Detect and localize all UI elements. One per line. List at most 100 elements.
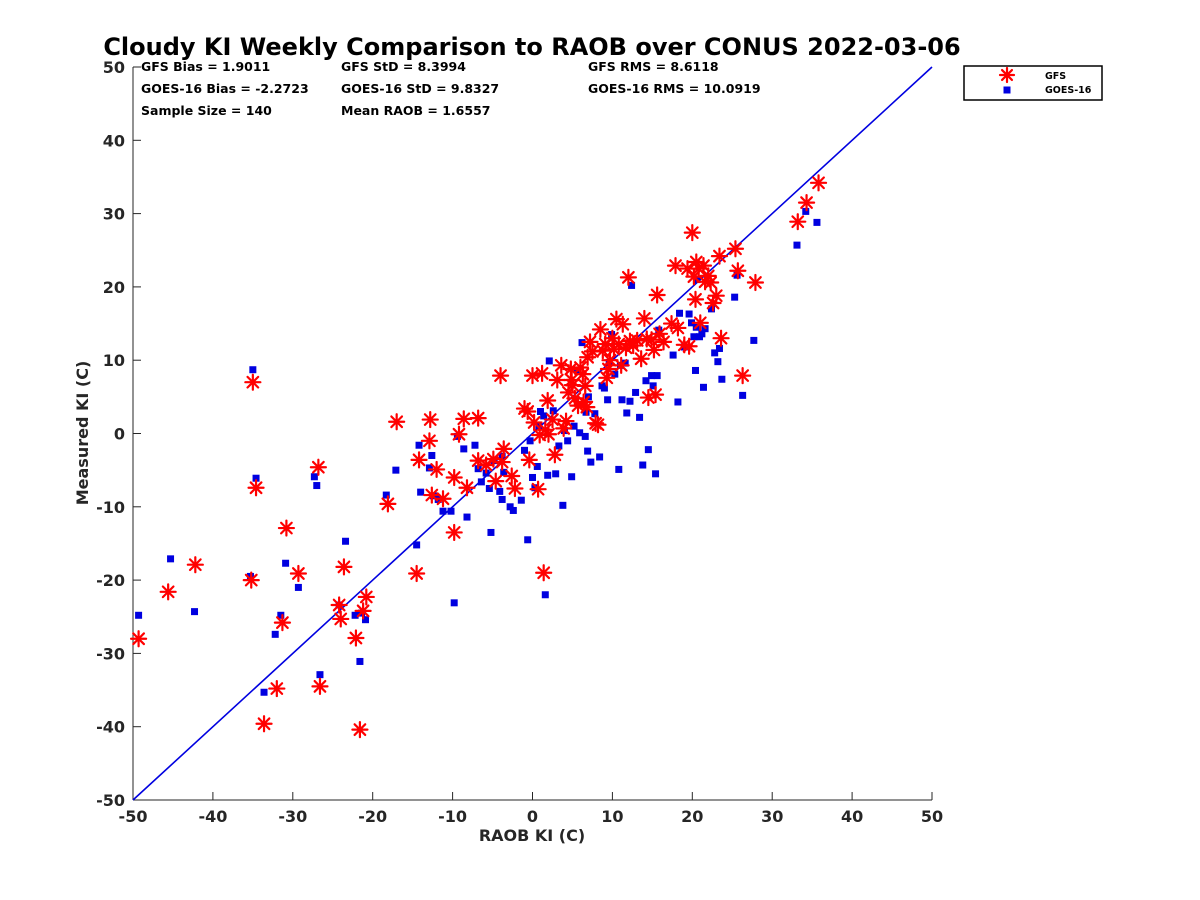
goes-16-point — [439, 507, 447, 515]
goes-16-point — [529, 473, 536, 481]
gfs-point — [351, 721, 369, 739]
goes-16-point — [471, 441, 479, 449]
goes-16-point — [626, 397, 634, 405]
goes-16-point — [669, 351, 677, 359]
gfs-point — [330, 596, 348, 614]
y-tick-label: 0 — [114, 425, 125, 444]
gfs-point — [746, 273, 765, 292]
y-tick-label: -40 — [96, 718, 125, 737]
gfs-point — [458, 479, 476, 497]
gfs-point — [410, 451, 428, 469]
goes-16-point — [676, 309, 684, 317]
goes-16-point — [282, 559, 290, 567]
gfs-point — [726, 240, 745, 258]
gfs-point — [247, 479, 265, 497]
x-tick-label: 30 — [761, 807, 783, 826]
gfs-point — [347, 629, 365, 647]
goes-16-point — [477, 478, 485, 486]
goes-16-point — [487, 528, 495, 536]
y-tick-label: -10 — [96, 498, 125, 517]
gfs-point — [357, 588, 375, 606]
gfs-point — [789, 213, 807, 231]
goes-16-point — [460, 445, 468, 453]
legend-goes-16-label: GOES-16 — [1045, 85, 1092, 96]
gfs-point — [159, 583, 177, 601]
gfs-point — [589, 416, 607, 434]
stat-goes-std: GOES-16 StD = 9.8327 — [341, 81, 499, 96]
goes-16-point — [699, 383, 707, 391]
goes-16-point — [731, 293, 739, 301]
gfs-point — [186, 556, 204, 574]
stats-block: GFS Bias = 1.9011 GFS StD = 8.3994 GFS R… — [141, 59, 761, 118]
goes-16-point — [711, 349, 719, 357]
gfs-point — [666, 257, 685, 275]
gfs-point — [546, 446, 564, 464]
goes-16-point — [425, 464, 433, 472]
gfs-point — [591, 320, 610, 339]
gfs-point — [598, 369, 616, 387]
gfs-point — [445, 523, 463, 542]
goes-16-point — [545, 357, 553, 365]
gfs-point — [574, 365, 592, 383]
goes-16-point — [249, 366, 257, 374]
gfs-point — [487, 472, 505, 490]
goes-16-point — [428, 451, 436, 459]
gfs-point — [691, 314, 709, 332]
goes-16-point — [750, 336, 758, 344]
goes-16-point — [652, 470, 660, 478]
gfs-point — [388, 413, 406, 431]
goes-16-point — [135, 611, 143, 619]
goes-16-point — [524, 536, 532, 544]
goes-16-point — [351, 611, 359, 619]
goes-16-point — [316, 671, 324, 679]
stat-gfs-std: GFS StD = 8.3994 — [341, 59, 466, 74]
goes-16-point — [382, 491, 390, 499]
goes-16-point — [639, 461, 647, 469]
legend-goes-16-square — [1003, 86, 1011, 94]
goes-16-point — [691, 366, 699, 374]
legend-gfs-marker — [998, 66, 1016, 84]
goes-16-point — [600, 384, 608, 392]
gfs-point — [525, 413, 543, 432]
goes-16-point — [526, 437, 534, 445]
series-goes-16 — [135, 207, 821, 696]
gfs-point — [309, 458, 327, 476]
y-tick-label: -20 — [96, 571, 125, 590]
axis-ticks — [132, 66, 933, 801]
goes-16-point — [506, 503, 514, 511]
goes-16-point — [628, 281, 636, 289]
y-tick-label: 20 — [103, 278, 125, 297]
gfs-point — [450, 425, 468, 443]
goes-16-point — [623, 409, 631, 417]
x-tick-label: 10 — [601, 807, 623, 826]
gfs-point — [648, 286, 666, 304]
y-tick-label: 40 — [103, 131, 125, 150]
goes-16-point — [549, 407, 557, 415]
goes-16-point — [584, 447, 592, 455]
gfs-point — [491, 366, 510, 385]
x-tick-label: 50 — [921, 807, 943, 826]
goes-16-point — [644, 446, 652, 454]
goes-16-point — [450, 599, 458, 607]
gfs-point — [445, 468, 463, 487]
gfs-point — [707, 287, 725, 305]
gfs-point — [289, 564, 307, 583]
x-tick-label: -30 — [278, 807, 307, 826]
gfs-point — [642, 331, 661, 349]
goes-16-point — [698, 330, 706, 338]
stat-goes-bias: GOES-16 Bias = -2.2723 — [141, 81, 309, 96]
gfs-point — [612, 356, 630, 374]
goes-16-point — [167, 555, 175, 563]
y-axis-label: Measured KI (C) — [73, 361, 92, 506]
goes-16-point — [496, 487, 504, 495]
x-tick-label: -20 — [358, 807, 387, 826]
goes-16-point — [463, 513, 471, 521]
goes-16-point — [653, 372, 661, 380]
y-tick-label: -50 — [96, 791, 125, 810]
gfs-point — [421, 410, 439, 429]
stat-goes-rms: GOES-16 RMS = 10.0919 — [588, 81, 761, 96]
gfs-point — [654, 333, 673, 351]
gfs-point — [646, 386, 665, 404]
gfs-point — [273, 614, 292, 632]
gfs-point — [576, 377, 594, 395]
